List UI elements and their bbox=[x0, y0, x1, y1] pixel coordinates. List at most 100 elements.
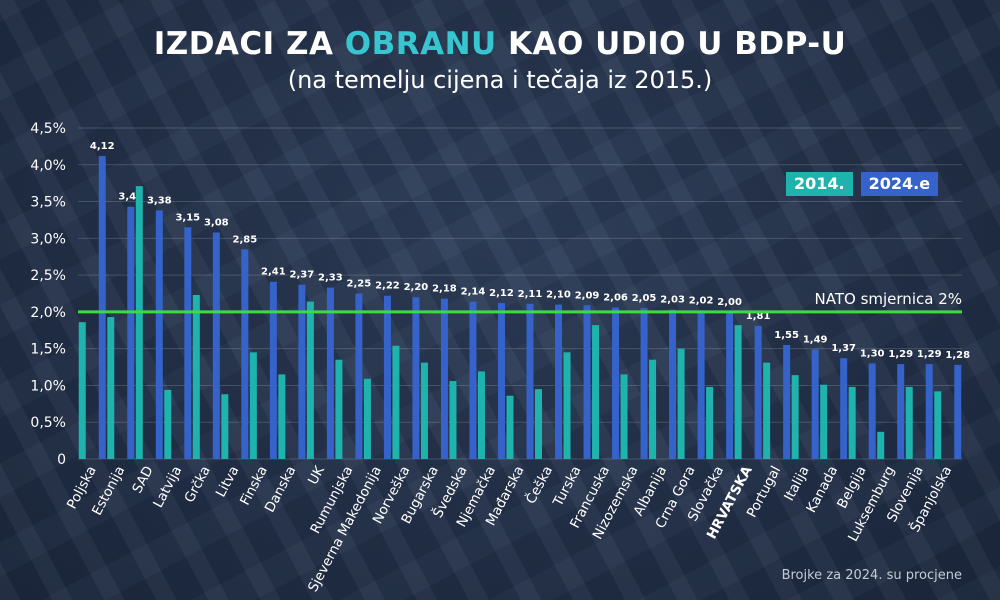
bar-2014 bbox=[905, 386, 913, 459]
y-tick-label: 3,0% bbox=[30, 231, 66, 247]
x-tick-label: UK bbox=[305, 462, 328, 487]
bar-2024 bbox=[669, 309, 677, 459]
bar-2014 bbox=[820, 384, 828, 459]
bar-2014 bbox=[192, 294, 200, 459]
y-tick-label: 3,5% bbox=[30, 195, 66, 211]
data-label: 1,81 bbox=[746, 311, 771, 322]
bar-2024 bbox=[355, 293, 363, 459]
bar-2014 bbox=[677, 348, 685, 459]
bar-2024 bbox=[526, 303, 534, 459]
data-label: 1,29 bbox=[888, 349, 913, 360]
bar-2014 bbox=[535, 389, 543, 459]
data-label: 1,29 bbox=[917, 349, 942, 360]
bar-2024 bbox=[783, 344, 791, 459]
nato-reference-label: NATO smjernica 2% bbox=[815, 290, 962, 308]
data-label: 4,12 bbox=[90, 141, 115, 152]
data-label: 2,09 bbox=[575, 290, 600, 301]
x-tick-label: SAD bbox=[129, 463, 156, 496]
y-tick-label: 1,0% bbox=[30, 378, 66, 394]
bar-2014 bbox=[848, 386, 856, 459]
data-label: 2,41 bbox=[261, 267, 286, 278]
bar-2014 bbox=[649, 359, 657, 459]
bar-2024 bbox=[640, 308, 648, 459]
data-label: 1,28 bbox=[945, 350, 970, 361]
bar-2014 bbox=[563, 352, 571, 459]
chart-subtitle: (na temelju cijena i tečaja iz 2015.) bbox=[287, 66, 713, 94]
bar-2014 bbox=[335, 359, 343, 459]
bar-2014 bbox=[107, 317, 115, 459]
bar-2014 bbox=[620, 374, 628, 459]
data-label: 3,15 bbox=[175, 212, 200, 223]
legend-item-2024: 2024.e bbox=[860, 172, 939, 196]
y-tick-label: 2,0% bbox=[30, 305, 66, 321]
bar-2024 bbox=[155, 210, 163, 459]
bar-2014 bbox=[164, 389, 172, 459]
data-label: 3,43 bbox=[118, 192, 143, 203]
bar-2024 bbox=[98, 155, 106, 459]
bar-2024 bbox=[269, 281, 277, 459]
bar-2024 bbox=[697, 310, 705, 459]
bar-2014 bbox=[449, 381, 457, 459]
bar-2014 bbox=[706, 386, 714, 459]
legend-item-2014: 2014. bbox=[786, 172, 853, 196]
bar-2014 bbox=[734, 325, 742, 459]
data-label: 2,25 bbox=[347, 279, 372, 290]
bar-2014 bbox=[249, 352, 257, 459]
bar-2024 bbox=[184, 227, 192, 459]
x-tick-label: Grčka bbox=[181, 463, 213, 505]
bar-2014 bbox=[592, 325, 600, 459]
data-label: 2,20 bbox=[404, 282, 429, 293]
bar-2014 bbox=[506, 395, 514, 459]
data-label: 2,85 bbox=[232, 234, 257, 245]
data-label: 2,06 bbox=[603, 292, 628, 303]
data-label: 1,49 bbox=[803, 334, 828, 345]
bar-2024 bbox=[726, 311, 734, 459]
y-tick-label: 2,5% bbox=[30, 268, 66, 284]
bar-2024 bbox=[754, 325, 762, 459]
data-label: 2,02 bbox=[689, 295, 714, 306]
legend: 2014. 2024.e bbox=[786, 172, 939, 196]
y-tick-label: 0,5% bbox=[30, 415, 66, 431]
bar-2024 bbox=[383, 295, 391, 459]
bar-2014 bbox=[763, 362, 771, 459]
data-label: 1,30 bbox=[860, 348, 885, 359]
data-label: 3,38 bbox=[147, 195, 172, 206]
data-label: 2,33 bbox=[318, 273, 343, 284]
data-label: 1,37 bbox=[831, 343, 856, 354]
bar-2024 bbox=[127, 206, 135, 459]
data-label: 2,03 bbox=[660, 295, 685, 306]
bar-2024 bbox=[497, 303, 505, 459]
bar-2014 bbox=[934, 391, 942, 459]
bar-2024 bbox=[897, 364, 905, 459]
bar-2024 bbox=[925, 364, 933, 459]
y-tick-label: 4,0% bbox=[30, 158, 66, 174]
bar-2014 bbox=[477, 371, 485, 459]
bar-2024 bbox=[469, 301, 477, 459]
bar-2024 bbox=[583, 305, 591, 459]
data-label: 2,12 bbox=[489, 288, 514, 299]
bar-2024 bbox=[212, 232, 220, 459]
data-label: 2,10 bbox=[546, 290, 571, 301]
data-label: 1,55 bbox=[774, 330, 799, 341]
data-label: 2,11 bbox=[518, 289, 543, 300]
bar-2024 bbox=[555, 304, 563, 459]
bar-2024 bbox=[440, 298, 448, 459]
bar-2024 bbox=[811, 349, 819, 459]
bar-2024 bbox=[612, 307, 620, 459]
bar-2014 bbox=[363, 378, 371, 459]
data-label: 2,18 bbox=[432, 284, 457, 295]
y-tick-label: 0 bbox=[57, 452, 66, 468]
bar-2014 bbox=[78, 322, 86, 459]
data-label: 2,00 bbox=[717, 297, 742, 308]
bar-2024 bbox=[868, 363, 876, 459]
bar-2014 bbox=[877, 431, 885, 459]
data-label: 2,05 bbox=[632, 293, 657, 304]
bar-2024 bbox=[241, 249, 249, 459]
bar-2024 bbox=[840, 358, 848, 459]
data-label: 3,08 bbox=[204, 217, 229, 228]
bar-2014 bbox=[791, 375, 799, 459]
bar-2014 bbox=[420, 362, 428, 459]
bar-2014 bbox=[306, 301, 314, 459]
bar-2014 bbox=[392, 345, 400, 459]
bar-2014 bbox=[221, 394, 229, 459]
